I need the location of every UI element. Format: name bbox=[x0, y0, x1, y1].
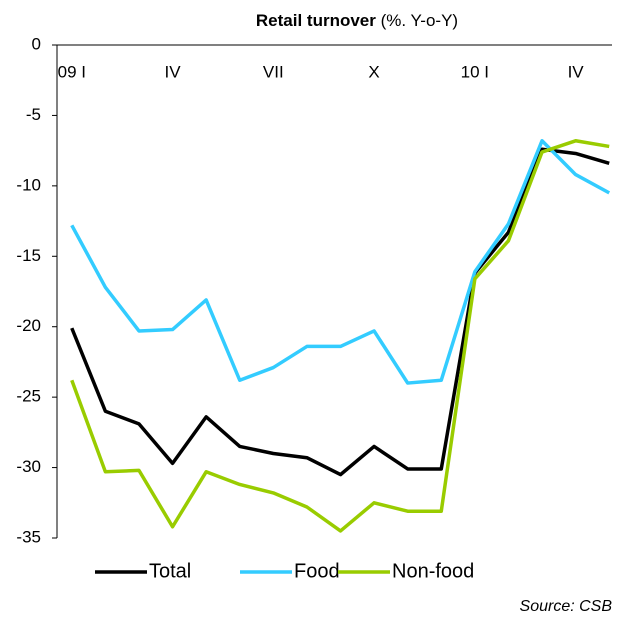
y-tick-label: -30 bbox=[16, 457, 41, 476]
x-tick-label: X bbox=[368, 62, 379, 81]
x-tick-label: IV bbox=[165, 62, 182, 81]
y-tick-label: -35 bbox=[16, 527, 41, 546]
y-tick-label: -5 bbox=[26, 105, 41, 124]
y-tick-label: -20 bbox=[16, 316, 41, 335]
chart-title: Retail turnover bbox=[256, 11, 376, 30]
x-tick-label: VII bbox=[263, 62, 284, 81]
source: Source: CSB bbox=[520, 598, 613, 615]
legend-label: Food bbox=[294, 560, 340, 582]
series-line bbox=[70, 139, 611, 385]
y-tick-label: -10 bbox=[16, 175, 41, 194]
y-tick-label: 0 bbox=[32, 34, 41, 53]
series-line bbox=[70, 139, 610, 533]
chart-subtitle: (%. Y-o-Y) bbox=[381, 11, 458, 30]
y-tick-label: -15 bbox=[16, 246, 41, 265]
x-tick-label: 10 I bbox=[461, 62, 489, 81]
series-line bbox=[70, 147, 610, 477]
chart-heading: Retail turnover (%. Y-o-Y) bbox=[256, 11, 458, 30]
x-tick-label: IV bbox=[568, 62, 585, 81]
y-tick-label: -25 bbox=[16, 387, 41, 406]
x-tick-label: 09 I bbox=[58, 62, 86, 81]
legend-label: Non-food bbox=[392, 560, 474, 582]
legend-label: Total bbox=[149, 560, 191, 582]
